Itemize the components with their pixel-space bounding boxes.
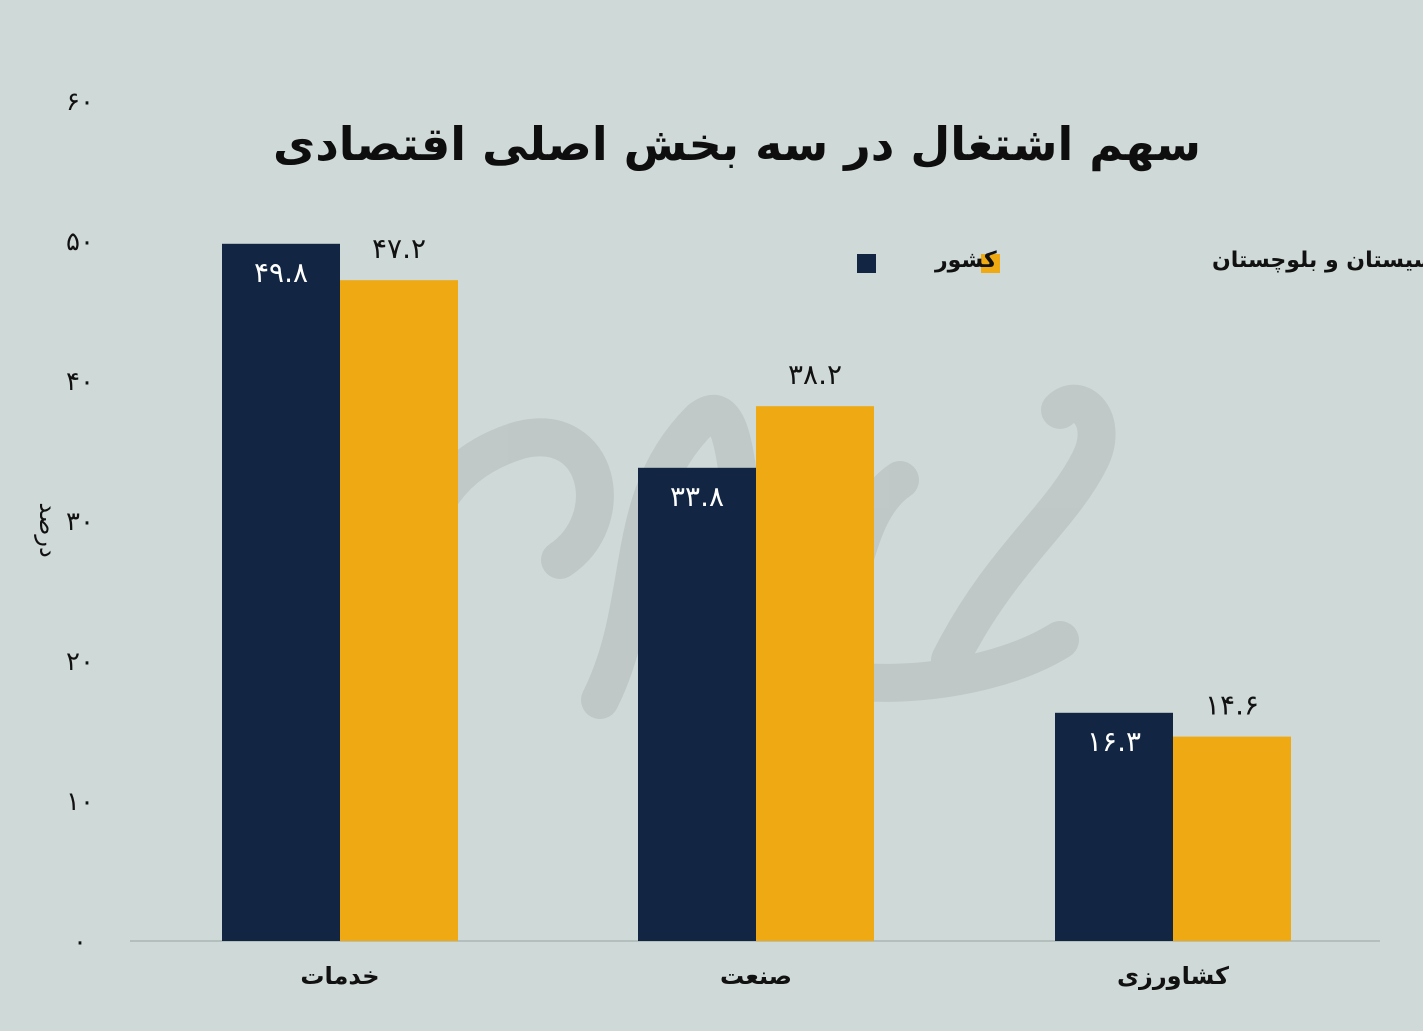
data-label: ۴۹.۸ [254,256,308,289]
value-labels: ۴۹.۸ ۴۷.۲ ۳۳.۸ ۳۸.۲ ۱۶.۳ ۱۴.۶ [254,232,1259,758]
bar-country-1 [638,467,756,941]
bar-province-1 [756,406,874,941]
bar-province-2 [1173,736,1291,941]
y-tick-label: ۳۰ [66,507,94,537]
y-tick-label: ۰ [73,927,87,957]
legend: سیستان و بلوچستان کشور [857,248,1423,273]
y-axis-label: درصد [34,502,62,557]
x-category-label: کشاورزی [1117,962,1229,990]
y-tick-label: ۴۰ [66,367,94,397]
data-label: ۴۷.۲ [372,232,426,265]
data-label: ۱۴.۶ [1205,689,1259,722]
data-label: ۳۳.۸ [670,480,724,513]
legend-swatch [857,254,876,273]
y-tick-label: ۲۰ [66,647,94,677]
bars [222,243,1291,942]
bar-country-2 [1055,712,1173,941]
bar-province-0 [340,280,458,941]
legend-label: کشور [934,248,997,273]
legend-swatch [981,254,1000,273]
y-axis: ۰ ۱۰ ۲۰ ۳۰ ۴۰ ۵۰ ۶۰ [66,87,94,957]
data-label: ۱۶.۳ [1087,725,1141,758]
data-label: ۳۸.۲ [788,358,842,391]
bar-country-0 [222,243,340,942]
y-tick-label: ۱۰ [66,787,94,817]
y-tick-label: ۵۰ [66,227,94,257]
x-category-label: صنعت [720,962,792,990]
x-axis: خدمات صنعت کشاورزی [300,962,1229,990]
y-tick-label: ۶۰ [66,87,94,117]
legend-label: سیستان و بلوچستان [1212,248,1423,273]
chart-title: سهم اشتغال در سه بخش اصلی اقتصادی [273,117,1201,171]
x-category-label: خدمات [300,962,379,990]
